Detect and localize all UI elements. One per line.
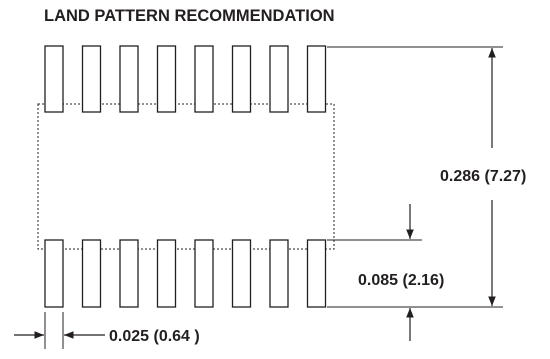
bottom-pad [269,239,289,308]
pad-pitch-label: 0.025 (0.64 ) [109,328,200,345]
top-pad-row [44,45,327,113]
pad-height-label: 0.085 (2.16) [358,272,444,289]
bottom-pad [81,239,102,308]
top-pad [231,45,252,113]
bottom-pad [156,239,177,308]
diagram-title: LAND PATTERN RECOMMENDATION [44,7,335,25]
top-pad [194,45,214,113]
bottom-pad [306,239,327,308]
bottom-pad [194,239,214,308]
top-pad [269,45,289,113]
bottom-pad [119,239,139,308]
top-pad [119,45,139,113]
top-pad [81,45,102,113]
bottom-pad [231,239,252,308]
top-pad [306,45,327,113]
bottom-pad-row [44,239,327,308]
overall-height-label: 0.286 (7.27) [440,168,526,185]
bottom-pad [44,239,64,308]
package-body-outline [37,103,335,250]
top-pad [156,45,177,113]
top-pad [44,45,64,113]
